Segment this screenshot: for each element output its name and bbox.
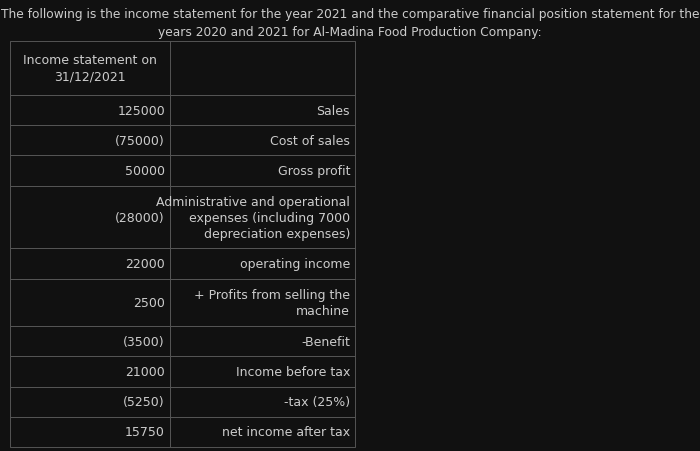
Bar: [10, 126, 170, 156]
Text: 22000: 22000: [125, 258, 165, 270]
Text: 15750: 15750: [125, 425, 165, 438]
Text: 125000: 125000: [118, 104, 165, 117]
Bar: [10, 156, 170, 186]
Bar: [10, 42, 355, 96]
Bar: [10, 417, 170, 447]
Bar: [10, 186, 170, 249]
Bar: [10, 249, 170, 279]
Text: Administrative and operational
expenses (including 7000
depreciation expenses): Administrative and operational expenses …: [156, 195, 350, 240]
Bar: [10, 96, 170, 126]
Text: operating income: operating income: [239, 258, 350, 270]
Text: 50000: 50000: [125, 165, 165, 178]
Text: (3500): (3500): [123, 335, 165, 348]
Text: (75000): (75000): [116, 134, 165, 147]
Text: net income after tax: net income after tax: [222, 425, 350, 438]
Text: The following is the income statement for the year 2021 and the comparative fina: The following is the income statement fo…: [1, 8, 699, 39]
Bar: [170, 156, 355, 186]
Text: -tax (25%): -tax (25%): [284, 395, 350, 408]
Bar: [10, 356, 170, 387]
Text: Cost of sales: Cost of sales: [270, 134, 350, 147]
Bar: [170, 387, 355, 417]
Bar: [10, 387, 170, 417]
Text: -Benefit: -Benefit: [301, 335, 350, 348]
Text: (5250): (5250): [123, 395, 165, 408]
Bar: [170, 279, 355, 327]
Bar: [170, 126, 355, 156]
Text: + Profits from selling the
machine: + Profits from selling the machine: [194, 288, 350, 317]
Text: 21000: 21000: [125, 365, 165, 378]
Text: (28000): (28000): [116, 211, 165, 224]
Text: Gross profit: Gross profit: [277, 165, 350, 178]
Text: Income statement on
31/12/2021: Income statement on 31/12/2021: [23, 54, 157, 84]
Bar: [170, 186, 355, 249]
Bar: [170, 96, 355, 126]
Text: Sales: Sales: [316, 104, 350, 117]
Bar: [10, 327, 170, 356]
Text: Income before tax: Income before tax: [236, 365, 350, 378]
Bar: [170, 249, 355, 279]
Bar: [170, 327, 355, 356]
Bar: [170, 417, 355, 447]
Bar: [170, 356, 355, 387]
Text: 2500: 2500: [133, 296, 165, 309]
Bar: [10, 279, 170, 327]
